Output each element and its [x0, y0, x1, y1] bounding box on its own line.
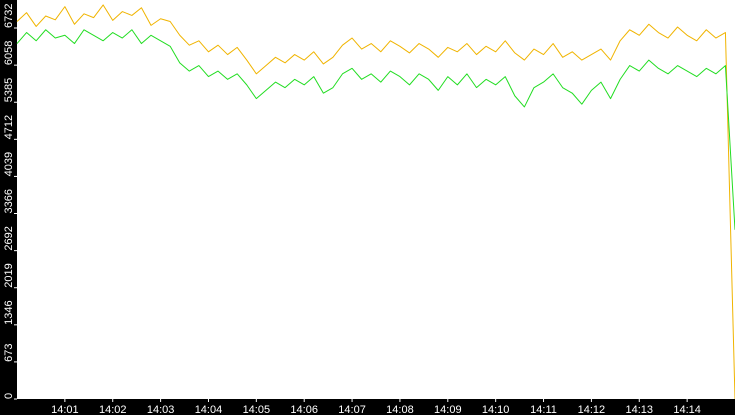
y-tick-label: 1346 — [3, 300, 15, 324]
x-tick-label: 14:06 — [290, 404, 318, 415]
y-tick-label: 5385 — [3, 78, 15, 102]
x-tick-label: 14:01 — [51, 404, 79, 415]
y-tick-label: 4712 — [3, 115, 15, 139]
x-tick-label: 14:08 — [386, 404, 414, 415]
x-tick-label: 14:14 — [673, 404, 701, 415]
y-tick-label: 2692 — [3, 226, 15, 250]
y-tick-label: 2019 — [3, 263, 15, 287]
x-tick-label: 14:09 — [434, 404, 462, 415]
x-tick-label: 14:03 — [147, 404, 175, 415]
y-tick-label: 4039 — [3, 152, 15, 176]
x-tick-label: 14:13 — [626, 404, 654, 415]
y-tick-label: 6058 — [3, 41, 15, 65]
x-tick-label: 14:07 — [338, 404, 366, 415]
x-tick-label: 14:04 — [195, 404, 223, 415]
x-tick-label: 14:05 — [243, 404, 271, 415]
series-line — [16, 29, 735, 230]
plot-area — [17, 0, 735, 399]
y-tick-label: 6732 — [3, 4, 15, 28]
y-tick-label: 0 — [3, 393, 15, 399]
y-tick-label: 3366 — [3, 189, 15, 213]
x-tick-label: 14:12 — [578, 404, 606, 415]
x-tick-label: 14:02 — [99, 404, 127, 415]
series-line — [16, 4, 735, 400]
x-tick-label: 14:11 — [530, 404, 557, 415]
y-tick-label: 673 — [3, 344, 15, 362]
x-tick-label: 14:10 — [482, 404, 510, 415]
